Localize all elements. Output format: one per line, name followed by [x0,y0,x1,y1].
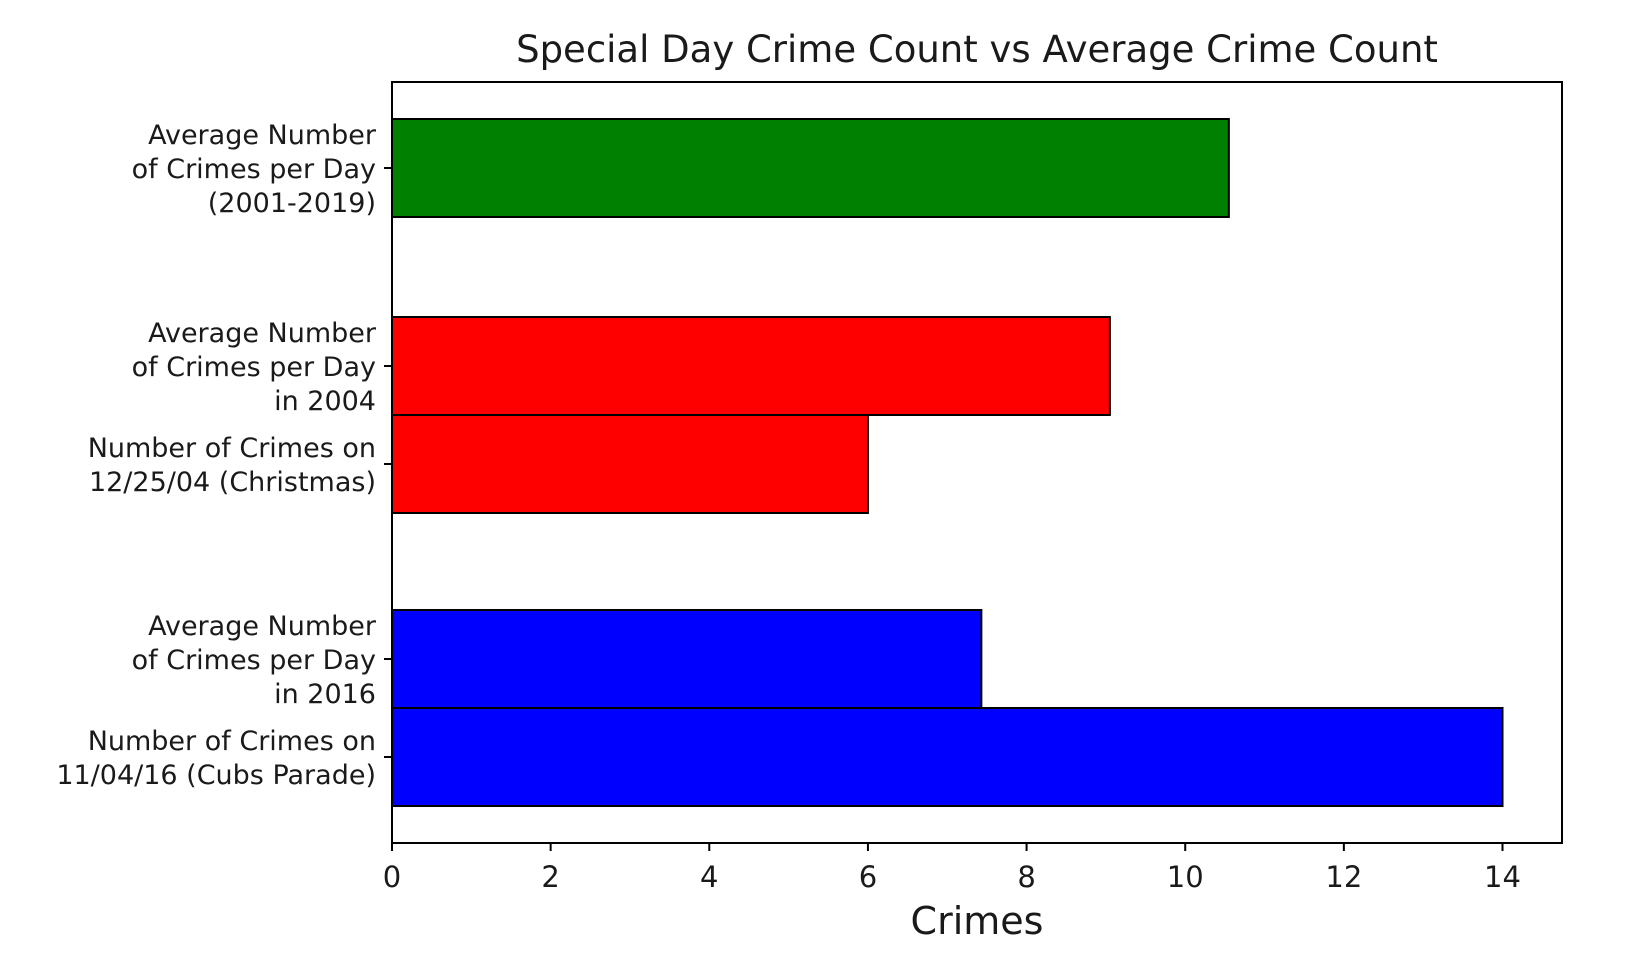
y-tick-label-line: Number of Crimes on [88,433,376,464]
x-ticks-layer: 0 2 4 6 8 10 12 14 [383,843,1521,894]
y-tick-label-line: (2001-2019) [208,188,376,219]
y-tick-label-0: Average Number of Crimes per Day (2001-201… [132,120,377,219]
bar-3 [391,609,983,709]
bar-2 [391,414,869,514]
y-tick-label-line: Average Number [148,318,377,349]
x-tick-label-4: 8 [1017,860,1035,894]
bar-0 [391,118,1230,218]
y-tick-label-line: of Crimes per Day [132,645,376,676]
x-tick-label-6: 12 [1325,860,1362,894]
plot-frame [391,81,1563,844]
y-tick-label-line: 11/04/16 (Cubs Parade) [56,760,376,791]
bar-1 [391,316,1111,416]
y-tick-label-line: 12/25/04 (Christmas) [89,467,376,498]
y-tick-label-2: Number of Crimes on 12/25/04 (Christmas) [88,433,376,498]
y-tick-label-line: Number of Crimes on [88,726,376,757]
x-tick-label-3: 6 [859,860,877,894]
y-tick-label-line: in 2004 [274,386,376,417]
y-tick-label-line: of Crimes per Day [132,352,376,383]
y-ticks-layer: Average Number of Crimes per Day (2001-201… [56,120,392,791]
x-tick-label-0: 0 [383,860,401,894]
y-tick-label-line: Average Number [148,120,377,151]
x-tick-label-5: 10 [1167,860,1204,894]
y-tick-label-1: Average Number of Crimes per Day in 2004 [132,318,377,417]
bars-layer [391,118,1504,807]
x-tick-label-7: 14 [1484,860,1521,894]
x-axis-label: Crimes [911,899,1044,943]
y-tick-label-line: Average Number [148,611,377,642]
y-tick-label-3: Average Number of Crimes per Day in 2016 [132,611,377,710]
y-tick-label-4: Number of Crimes on 11/04/16 (Cubs Parade… [56,726,376,791]
y-tick-label-line: of Crimes per Day [132,154,376,185]
bar-4 [391,707,1504,807]
y-tick-label-line: in 2016 [274,679,376,710]
chart-title: Special Day Crime Count vs Average Crime… [516,28,1438,71]
x-tick-label-2: 4 [700,860,718,894]
x-tick-label-1: 2 [541,860,559,894]
